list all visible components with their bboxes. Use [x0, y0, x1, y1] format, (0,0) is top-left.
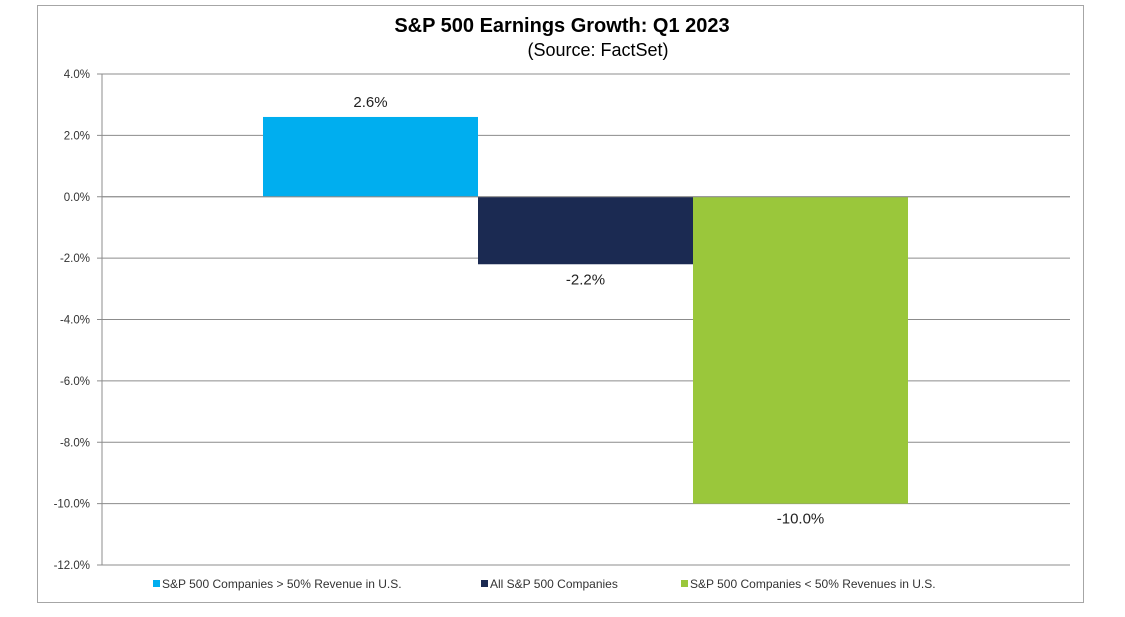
y-tick-label: -2.0%: [60, 253, 90, 265]
data-labels: 2.6% -2.2% -10.0%: [102, 94, 1070, 528]
y-axis: 4.0% 2.0% 0.0% -2.0% -4.0% -6.0% -8.0% -10.0% -1…: [54, 69, 103, 572]
bars: [263, 116, 908, 504]
y-tick-label: -12.0%: [54, 560, 90, 572]
data-label: -2.2%: [566, 271, 605, 288]
chart-frame: [37, 5, 1084, 603]
legend-label: S&P 500 Companies < 50% Revenues in U.S.: [690, 577, 936, 591]
bar: [693, 196, 908, 504]
y-tick-label: -4.0%: [60, 315, 90, 327]
chart-title: S&P 500 Earnings Growth: Q1 2023: [394, 15, 729, 37]
legend: S&P 500 Companies > 50% Revenue in U.S. A…: [153, 577, 936, 591]
bar: [478, 196, 693, 265]
chart-subtitle: (Source: FactSet): [527, 40, 668, 60]
bar: [263, 116, 478, 197]
data-label: -10.0%: [777, 511, 825, 528]
gridlines: [102, 73, 1070, 566]
y-tick-label: -6.0%: [60, 376, 90, 388]
legend-label: All S&P 500 Companies: [490, 577, 618, 591]
y-tick-label: -8.0%: [60, 437, 90, 449]
y-tick-label: 2.0%: [64, 130, 90, 142]
legend-swatch: [481, 580, 488, 587]
legend-swatch: [153, 580, 160, 587]
data-label: 2.6%: [353, 94, 387, 111]
y-tick-label: 0.0%: [64, 192, 90, 204]
legend-swatch: [681, 580, 688, 587]
y-tick-label: -10.0%: [54, 499, 90, 511]
legend-label: S&P 500 Companies > 50% Revenue in U.S.: [162, 577, 402, 591]
y-tick-label: 4.0%: [64, 69, 90, 81]
